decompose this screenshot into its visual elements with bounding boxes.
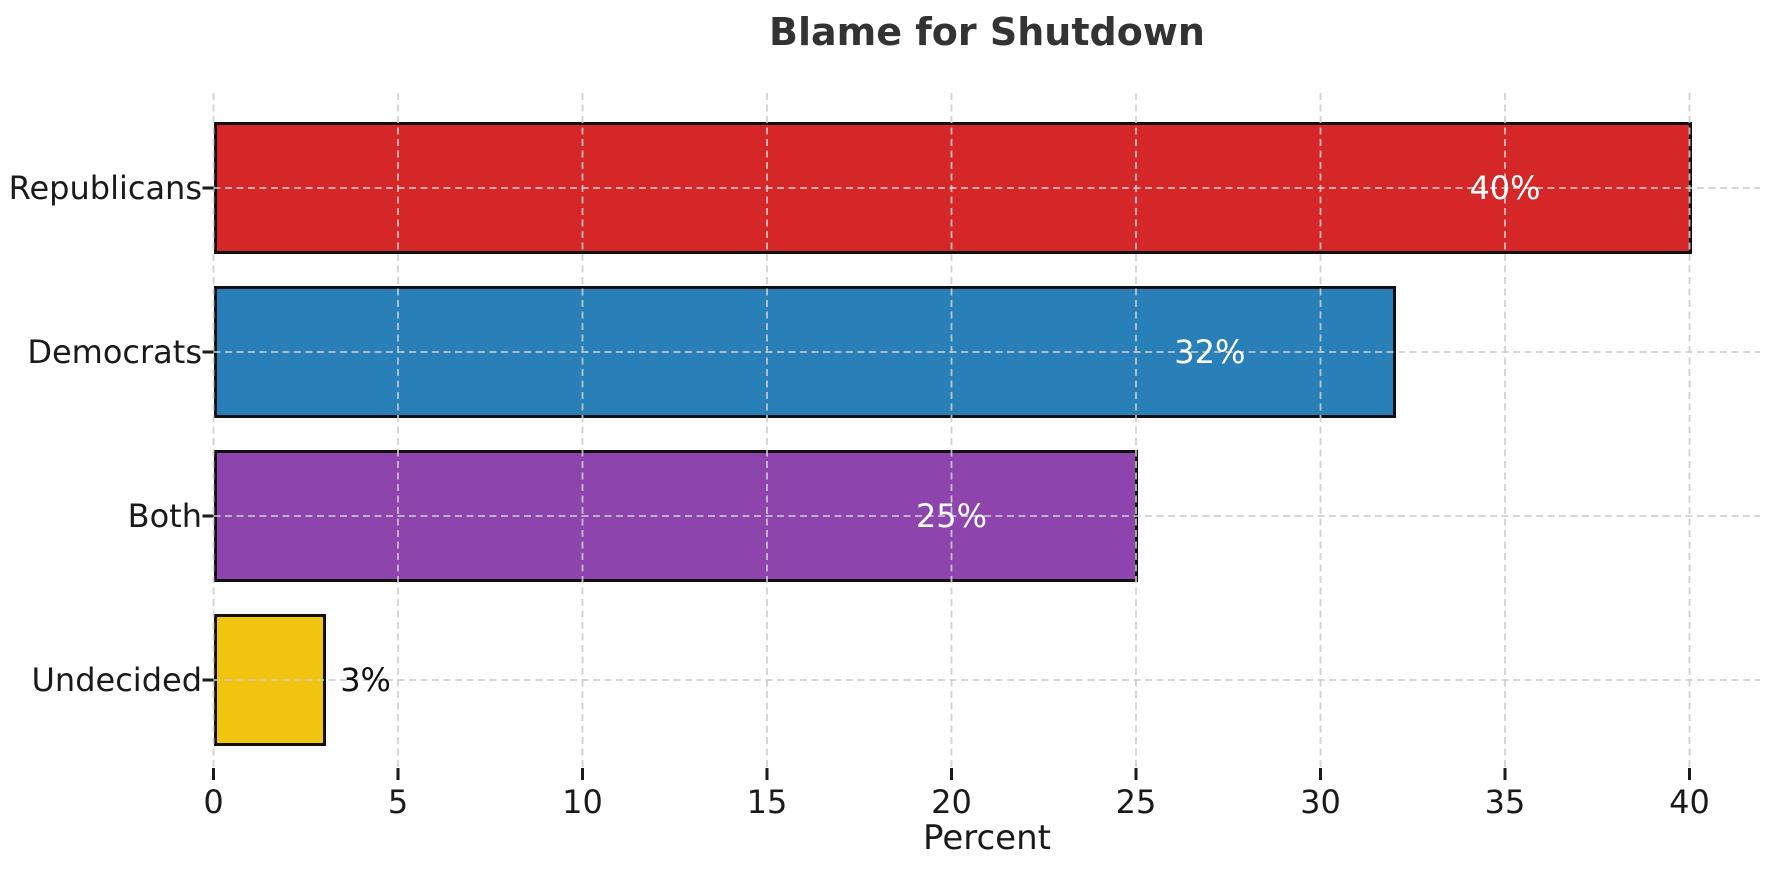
x-tick-label-40: 40 — [1669, 783, 1710, 821]
y-axis-label-republicans: Republicans — [8, 169, 202, 207]
bar-value-label-both: 25% — [915, 497, 988, 535]
bar-undecided — [213, 614, 327, 746]
x-tick-label-5: 5 — [387, 783, 409, 821]
bar-value-label-republicans: 40% — [1469, 169, 1541, 207]
bar-value-label-democrats: 32% — [1174, 333, 1246, 371]
x-axis-title: Percent — [923, 818, 1051, 858]
chart-title: Blame for Shutdown — [769, 10, 1205, 54]
bar-value-label-undecided: 3% — [340, 661, 391, 699]
y-axis-label-democrats: Democrats — [27, 333, 202, 371]
x-tick-label-15: 15 — [746, 783, 788, 821]
x-tick-label-25: 25 — [1115, 783, 1157, 821]
x-tick-label-35: 35 — [1484, 783, 1526, 821]
bar-both — [213, 450, 1138, 582]
x-tick-label-30: 30 — [1300, 783, 1341, 821]
x-tick-label-20: 20 — [931, 783, 972, 821]
x-tick-label-10: 10 — [562, 783, 603, 821]
x-tick-label-0: 0 — [203, 783, 224, 821]
y-axis-label-both: Both — [127, 497, 202, 535]
y-axis-label-undecided: Undecided — [31, 661, 203, 699]
